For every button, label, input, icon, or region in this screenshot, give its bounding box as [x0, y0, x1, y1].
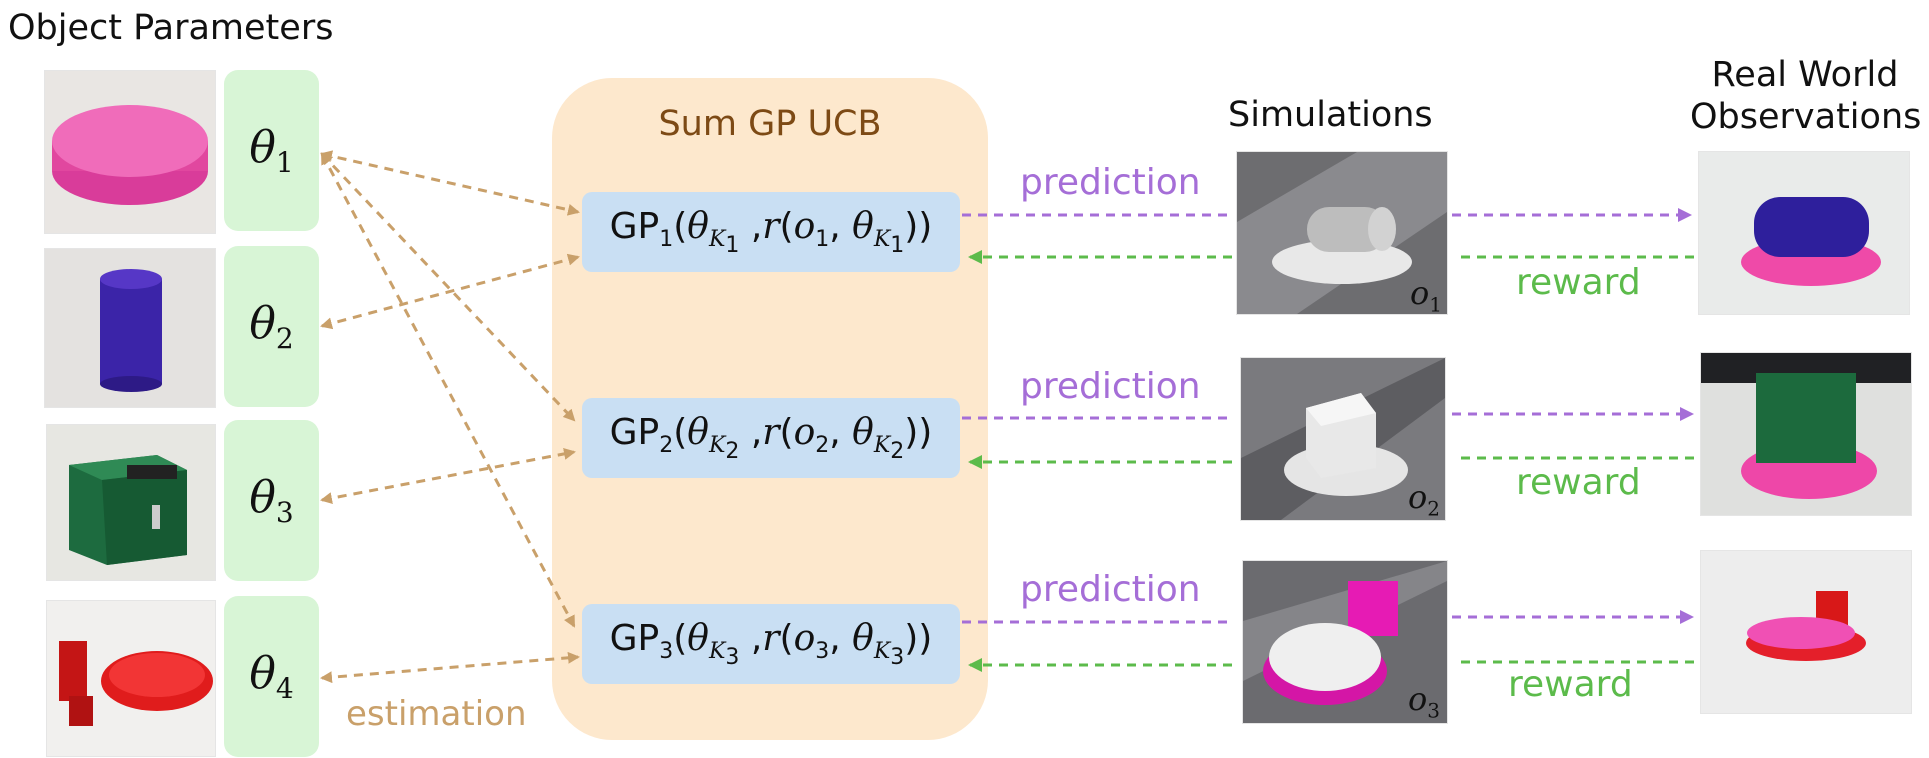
- simulations-heading: Simulations: [1228, 95, 1433, 135]
- theta-3-box: θ3: [224, 420, 319, 581]
- theta-3: θ3: [249, 472, 294, 529]
- reward-label-2: reward: [1516, 462, 1641, 503]
- gp-2-box: GP2(θK2 ,r(o2, θK2)): [582, 398, 960, 478]
- real-world-heading-line2: Observations: [1690, 97, 1922, 137]
- real-world-photo-3: [1700, 550, 1912, 714]
- estimation-label: estimation: [346, 694, 527, 734]
- gp-1-formula: GP1(θK1 ,r(o1, θK1)): [609, 205, 933, 259]
- gp-1-box: GP1(θK1 ,r(o1, θK1)): [582, 192, 960, 272]
- gp-3-box: GP3(θK3 ,r(o3, θK3)): [582, 604, 960, 684]
- real-world-photo-1: [1698, 151, 1910, 315]
- theta-2-box: θ2: [224, 246, 319, 407]
- object-parameters-heading: Object Parameters: [8, 8, 334, 48]
- estimation-arrow-theta1-gp1: [320, 150, 580, 216]
- theta-1: θ1: [249, 122, 294, 179]
- prediction-label-3: prediction: [1020, 569, 1201, 610]
- real-world-photo-2: [1700, 352, 1912, 516]
- estimation-arrow-theta1-gp2: [320, 152, 576, 422]
- prediction-label-2: prediction: [1020, 366, 1201, 407]
- sim-label-o2: o2: [1408, 478, 1440, 521]
- estimation-arrow-theta4-gp3: [320, 651, 580, 684]
- estimation-arrow-theta1-gp3: [320, 152, 576, 628]
- real-world-heading: Real World Observations: [1690, 54, 1922, 138]
- theta-1-box: θ1: [224, 70, 319, 231]
- gp-2-formula: GP2(θK2 ,r(o2, θK2)): [609, 411, 933, 465]
- simulation-photo-1: [1236, 151, 1448, 315]
- theta-4: θ4: [249, 648, 294, 705]
- object-photo-pink-disc: [44, 70, 216, 234]
- estimation-arrow-theta3-gp2: [320, 447, 576, 505]
- theta-2: θ2: [249, 298, 294, 355]
- gp-3-formula: GP3(θK3 ,r(o3, θK3)): [609, 617, 933, 671]
- reward-label-1: reward: [1516, 262, 1641, 303]
- simulation-photo-2: [1240, 357, 1446, 521]
- sim-label-o1: o1: [1410, 274, 1442, 317]
- sum-gp-ucb-title: Sum GP UCB: [658, 104, 882, 144]
- real-world-heading-line1: Real World: [1711, 55, 1899, 95]
- object-photo-blue-cylinder: [44, 248, 216, 408]
- theta-4-box: θ4: [224, 596, 319, 757]
- prediction-label-1: prediction: [1020, 162, 1201, 203]
- reward-label-3: reward: [1508, 664, 1633, 705]
- sim-label-o3: o3: [1408, 680, 1440, 723]
- estimation-arrow-theta2-gp1: [320, 253, 580, 330]
- object-photo-red-plate: [46, 600, 216, 757]
- simulation-photo-3: [1242, 560, 1448, 724]
- object-photo-green-box: [46, 424, 216, 581]
